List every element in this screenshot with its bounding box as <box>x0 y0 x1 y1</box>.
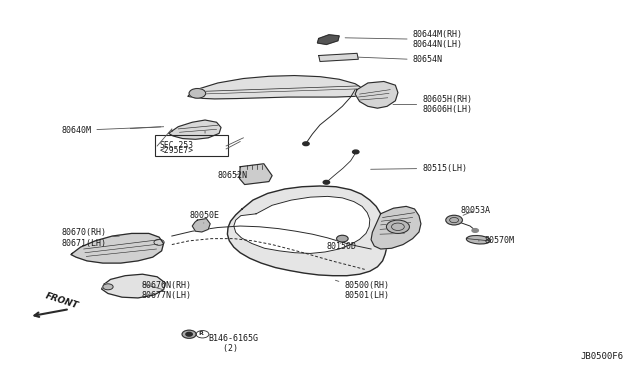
Polygon shape <box>188 76 365 99</box>
Circle shape <box>189 89 205 98</box>
Polygon shape <box>317 35 339 44</box>
Ellipse shape <box>467 235 490 244</box>
Polygon shape <box>355 81 398 108</box>
Text: 80570M: 80570M <box>478 236 515 246</box>
Circle shape <box>186 333 192 336</box>
Text: SEC.253: SEC.253 <box>160 141 194 150</box>
Polygon shape <box>192 219 210 232</box>
Polygon shape <box>319 53 358 61</box>
Polygon shape <box>102 274 166 298</box>
Text: 80050E: 80050E <box>189 211 219 223</box>
Circle shape <box>323 180 330 184</box>
Text: FRONT: FRONT <box>44 292 79 311</box>
Text: B146-6165G
   (2): B146-6165G (2) <box>208 334 259 353</box>
Text: 80515(LH): 80515(LH) <box>371 164 467 173</box>
Text: 80654N: 80654N <box>358 55 443 64</box>
Circle shape <box>337 235 348 242</box>
Polygon shape <box>371 206 421 249</box>
Polygon shape <box>169 120 221 139</box>
Text: 80640M: 80640M <box>61 126 161 135</box>
Circle shape <box>103 284 113 290</box>
Circle shape <box>472 229 478 232</box>
Text: <295E7>: <295E7> <box>160 146 194 155</box>
Text: 80605H(RH)
80606H(LH): 80605H(RH) 80606H(LH) <box>393 95 472 114</box>
Text: 80500(RH)
80501(LH): 80500(RH) 80501(LH) <box>335 280 389 300</box>
Text: JB0500F6: JB0500F6 <box>580 352 623 361</box>
Polygon shape <box>227 186 387 276</box>
Circle shape <box>387 220 410 234</box>
Text: 80644M(RH)
80644N(LH): 80644M(RH) 80644N(LH) <box>345 30 463 49</box>
Text: 80676N(RH)
80677N(LH): 80676N(RH) 80677N(LH) <box>141 281 191 300</box>
Polygon shape <box>239 164 272 185</box>
Polygon shape <box>71 234 164 263</box>
Text: 80053A: 80053A <box>461 206 490 215</box>
Circle shape <box>446 215 463 225</box>
Text: 80670(RH)
80671(LH): 80670(RH) 80671(LH) <box>61 228 119 248</box>
Text: 80652N: 80652N <box>218 171 248 180</box>
Text: 80150D: 80150D <box>326 241 356 250</box>
Circle shape <box>303 142 309 145</box>
Text: R: R <box>199 331 204 336</box>
Circle shape <box>353 150 359 154</box>
Circle shape <box>182 330 196 338</box>
Polygon shape <box>234 196 370 253</box>
